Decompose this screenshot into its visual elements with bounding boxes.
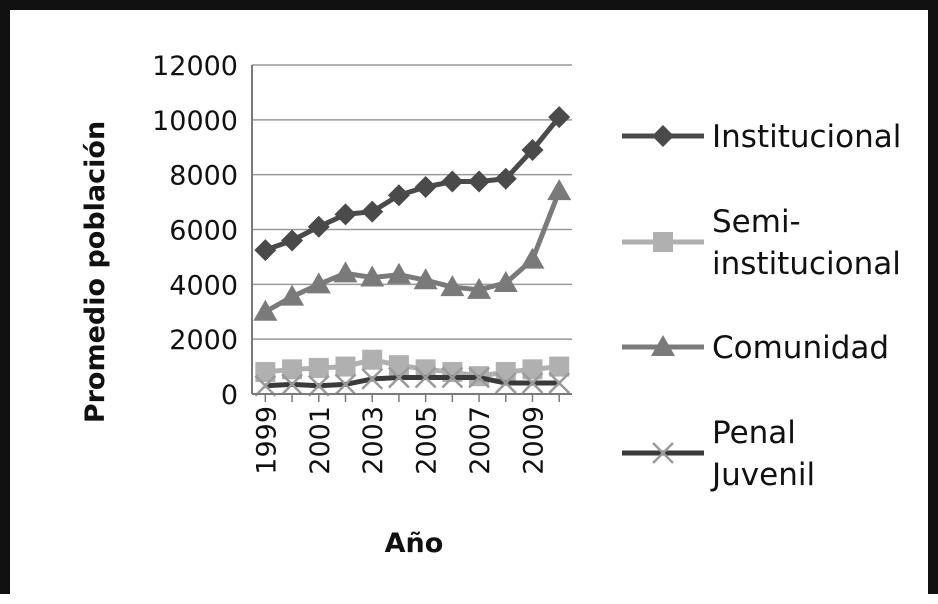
axes: 0 2000 4000 6000 8000 10000 12000 1999 2001 2003 2… <box>152 51 572 475</box>
data-point <box>307 215 330 238</box>
legend-item-0: Institucional <box>622 119 901 155</box>
data-point <box>307 374 330 397</box>
x-mark-stroke <box>468 366 490 389</box>
series-line-2 <box>264 190 562 314</box>
data-point <box>441 366 464 389</box>
legend-item-3: Penal Juvenil <box>622 415 815 493</box>
legend-label: Institucional <box>712 119 901 155</box>
data-point <box>522 359 543 380</box>
data-point <box>441 170 464 193</box>
series-line-3 <box>265 375 560 389</box>
data-point <box>415 359 436 380</box>
legend-item-2: Comunidad <box>622 330 889 366</box>
x-tick-label: 2001 <box>305 406 336 475</box>
data-point <box>334 373 357 396</box>
legend-marker <box>652 442 674 464</box>
legend-label: institucional <box>712 246 901 282</box>
data-point <box>494 167 517 190</box>
data-point <box>362 349 383 370</box>
y-axis-title: Promedio población <box>80 121 111 423</box>
data-point <box>281 229 304 252</box>
data-point <box>521 138 544 161</box>
data-point <box>493 270 518 292</box>
x-mark-stroke <box>254 374 277 397</box>
data-point <box>361 368 384 390</box>
data-point <box>494 372 517 394</box>
y-tick-label: 0 <box>221 380 238 411</box>
x-mark-stroke <box>441 366 464 389</box>
series-layer <box>253 106 572 397</box>
data-point <box>387 184 410 207</box>
data-point <box>254 239 277 262</box>
x-tick-label: 1999 <box>251 406 282 475</box>
data-point <box>468 366 490 389</box>
x-mark-stroke <box>548 372 571 394</box>
x-mark-stroke <box>652 442 674 464</box>
data-point <box>333 261 358 283</box>
x-mark-stroke <box>388 366 410 389</box>
data-point <box>334 203 357 226</box>
x-mark-stroke <box>414 366 437 389</box>
data-point <box>388 355 409 376</box>
data-point <box>255 362 276 383</box>
data-point <box>467 277 492 299</box>
x-tick-label: 2007 <box>465 406 496 475</box>
data-point <box>361 200 384 223</box>
data-point <box>308 357 329 378</box>
y-tick-label: 4000 <box>169 270 238 301</box>
y-tick-label: 8000 <box>169 161 238 192</box>
data-point <box>548 106 571 129</box>
gridlines <box>252 64 572 395</box>
data-point <box>468 170 491 193</box>
legend-item-1: Semi-institucional <box>622 204 901 282</box>
legend-label: Semi- <box>712 204 801 240</box>
data-point <box>520 247 545 269</box>
data-point <box>254 374 277 397</box>
data-point <box>547 179 572 201</box>
x-mark-stroke <box>521 372 544 394</box>
data-point <box>414 176 437 199</box>
data-point <box>280 284 305 306</box>
y-tick-label: 2000 <box>169 325 238 356</box>
x-mark-stroke <box>281 373 303 396</box>
legend-marker <box>653 232 673 252</box>
data-point <box>306 272 331 294</box>
data-point <box>521 372 544 394</box>
data-point <box>549 356 570 377</box>
data-point <box>413 268 438 290</box>
data-point <box>335 356 356 377</box>
data-point <box>253 299 278 321</box>
legend-label: Juvenil <box>710 457 815 493</box>
data-point <box>440 275 465 297</box>
x-tick-label: 2005 <box>412 406 443 475</box>
x-axis-title: Año <box>385 528 444 559</box>
legend-marker <box>652 125 674 147</box>
x-mark-stroke <box>494 372 517 394</box>
legend-label: Comunidad <box>712 330 889 366</box>
legend[interactable]: Institucional Semi-institucional Comunidad… <box>622 119 901 493</box>
data-point <box>282 359 303 380</box>
data-point <box>414 366 437 389</box>
x-mark-stroke <box>361 368 384 390</box>
x-tick-label: 2009 <box>518 406 549 475</box>
y-tick-label: 6000 <box>169 216 238 247</box>
x-mark-stroke <box>334 373 357 396</box>
data-point <box>281 373 303 396</box>
x-tick-label: 2003 <box>358 406 389 475</box>
legend-marker <box>651 335 675 356</box>
data-point <box>360 265 385 287</box>
line-chart: 0 2000 4000 6000 8000 10000 12000 1999 2001 2003 2… <box>80 51 901 559</box>
data-point <box>548 372 571 394</box>
y-tick-label: 10000 <box>152 106 238 137</box>
data-point <box>386 262 411 284</box>
data-point <box>388 366 410 389</box>
legend-label: Penal <box>712 415 796 451</box>
y-tick-label: 12000 <box>152 51 238 82</box>
x-mark-stroke <box>307 374 330 397</box>
